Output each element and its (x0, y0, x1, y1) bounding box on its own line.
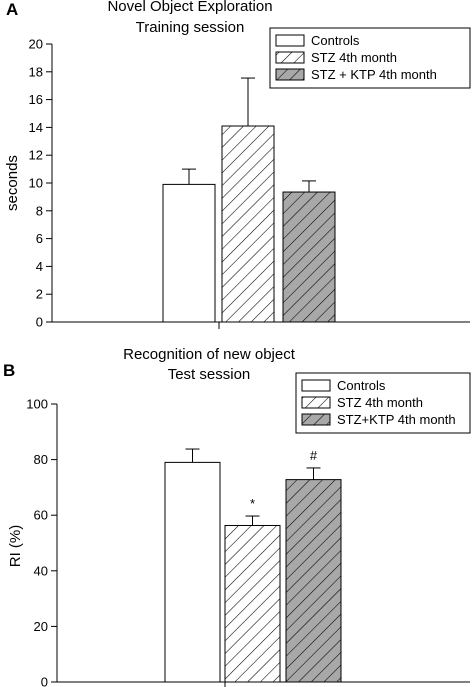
panel-a-title-line-1: Novel Object Exploration (107, 0, 272, 15)
panel-b-y-tick-label: 0 (41, 675, 48, 687)
panel-b-legend-swatch-stz-ktp (301, 413, 331, 426)
panel-b-significance-stz-ktp: # (310, 448, 318, 463)
panel-a-y-tick-label: 6 (36, 231, 43, 246)
panel-a-legend-label-controls: Controls (311, 33, 360, 48)
panel-a-y-axis-label: seconds (4, 155, 21, 211)
panel-b-legend-label-controls: Controls (337, 378, 386, 393)
panel-a-bar-stz-ktp (282, 191, 336, 323)
panel-b-bar-stz-ktp (285, 479, 342, 683)
panel-a-y-ticks: 0 2 4 6 8 10 12 14 16 18 20 (29, 37, 52, 330)
panel-a-y-tick-label: 2 (36, 287, 43, 302)
panel-a-y-tick-label: 14 (29, 120, 43, 135)
panel-a-y-tick-label: 4 (36, 259, 43, 274)
panel-b: B Recognition of new object Test session… (3, 346, 471, 687)
panel-a-y-tick-label: 20 (29, 37, 43, 52)
panel-a-y-tick-label: 8 (36, 203, 43, 218)
panel-b-y-tick-label: 40 (34, 563, 48, 578)
panel-b-y-axis-label: RI (%) (7, 525, 24, 568)
panel-b-y-tick-label: 20 (34, 619, 48, 634)
panel-a-y-tick-label: 18 (29, 64, 43, 79)
panel-b-y-tick-label: 100 (26, 397, 48, 412)
panel-a-title-line-2: Training session (136, 19, 245, 36)
panel-b-bar-controls (164, 461, 221, 683)
panel-b-title-line-2: Test session (168, 366, 251, 383)
panel-b-legend: Controls STZ 4th month STZ+KTP 4th month (295, 372, 471, 434)
panel-a-bar-stz (221, 125, 275, 323)
panel-a-y-tick-label: 0 (36, 315, 43, 330)
panel-a-bar-controls (162, 183, 216, 323)
panel-b-legend-label-stz: STZ 4th month (337, 395, 423, 410)
panel-a-legend: Controls STZ 4th month STZ + KTP 4th mon… (269, 27, 471, 89)
panel-b-title-line-1: Recognition of new object (123, 346, 296, 363)
panel-b-legend-swatch-controls (301, 379, 331, 392)
panel-b-legend-label-stz-ktp: STZ+KTP 4th month (337, 412, 456, 427)
panel-a-y-tick-label: 16 (29, 92, 43, 107)
panel-a-bars (162, 77, 336, 323)
panel-b-significance-stz: * (250, 496, 255, 511)
panel-b-letter: B (3, 361, 15, 380)
panel-a-letter: A (6, 0, 18, 19)
panel-a-legend-label-stz-ktp: STZ + KTP 4th month (311, 67, 437, 82)
panel-a-legend-label-stz: STZ 4th month (311, 50, 397, 65)
panel-b-y-tick-label: 60 (34, 508, 48, 523)
panel-b-bars: *# (164, 448, 342, 683)
panel-a-y-tick-label: 12 (29, 148, 43, 163)
panel-b-legend-swatch-stz (301, 396, 331, 409)
panel-b-y-ticks: 0 20 40 60 80 100 (26, 397, 57, 687)
panel-a-legend-swatch-controls (275, 34, 305, 47)
panel-a: A Novel Object Exploration Training sess… (4, 0, 471, 330)
panel-a-y-tick-label: 10 (29, 176, 43, 191)
panel-a-legend-swatch-stz (275, 51, 305, 64)
panel-a-legend-swatch-stz-ktp (275, 68, 305, 81)
panel-b-bar-stz (224, 524, 281, 683)
panel-b-y-tick-label: 80 (34, 452, 48, 467)
